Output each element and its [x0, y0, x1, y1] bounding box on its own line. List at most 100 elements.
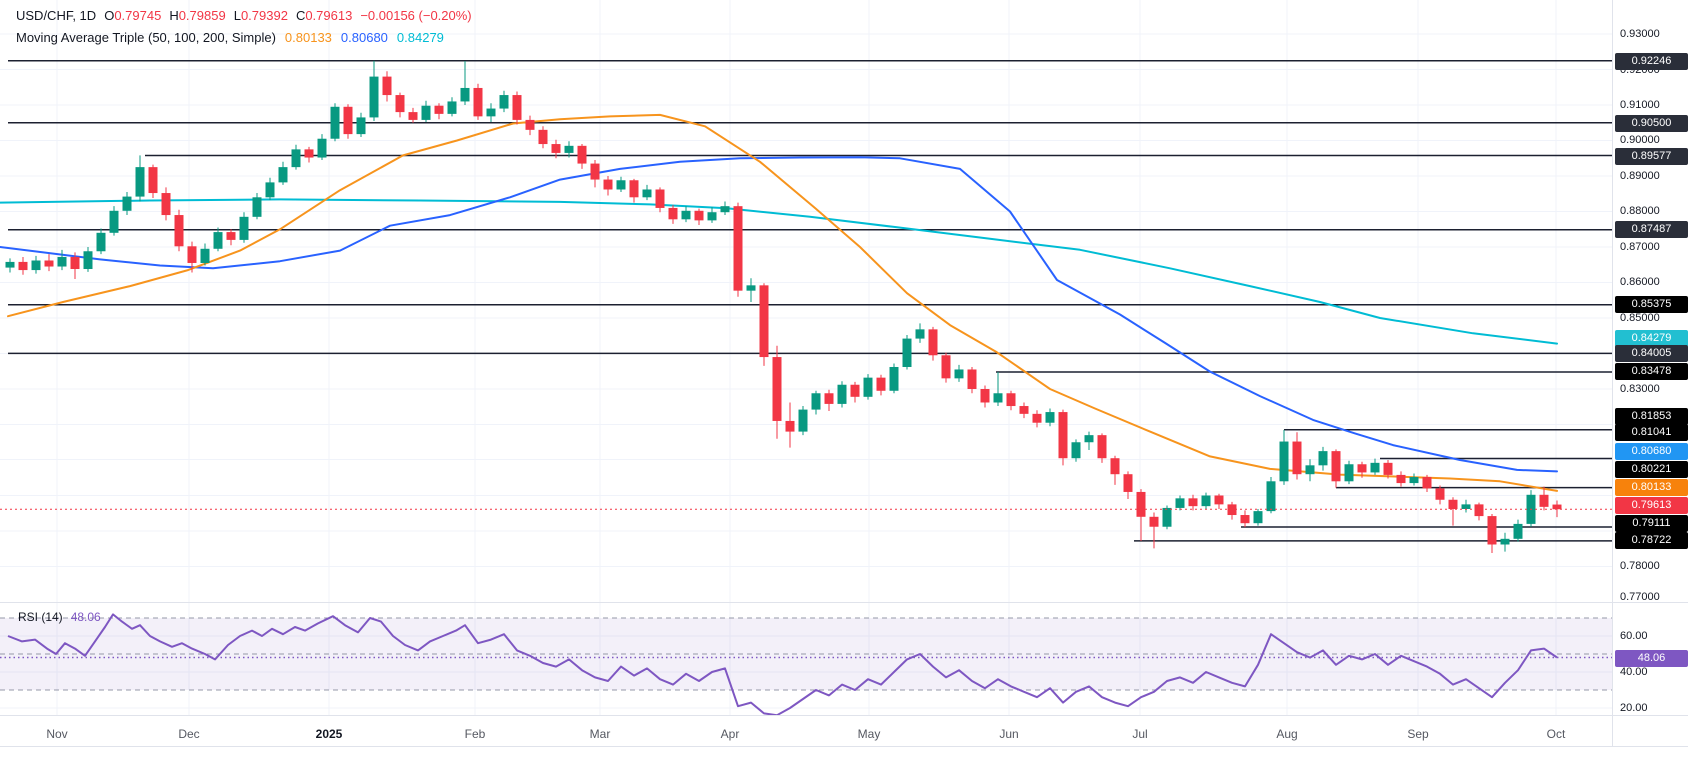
candle-body	[655, 189, 665, 208]
candle-body	[44, 260, 54, 267]
candle-body	[18, 261, 28, 271]
candle-body	[1409, 477, 1419, 484]
candle-body	[1396, 474, 1406, 484]
candle-body	[876, 377, 886, 391]
candle-body	[564, 145, 574, 153]
candle-body	[811, 393, 821, 410]
candle-body	[213, 232, 223, 249]
candle-body	[460, 87, 470, 102]
candle-body	[1539, 494, 1549, 507]
candle-body	[1422, 477, 1432, 489]
candle-body	[174, 215, 184, 247]
candle-body	[31, 260, 41, 271]
candle-body	[954, 369, 964, 379]
candle-body	[980, 389, 990, 403]
candle-body	[252, 197, 262, 217]
candle-body	[1513, 523, 1523, 539]
candle-body	[1175, 498, 1185, 508]
candle-body	[187, 246, 197, 263]
candle-body	[421, 105, 431, 120]
candle-body	[1149, 516, 1159, 527]
candle-body	[1357, 464, 1367, 473]
candle-body	[1136, 491, 1146, 517]
candle-body	[1552, 504, 1562, 510]
candle-body	[161, 193, 171, 216]
candle-body	[850, 384, 860, 397]
candle-body	[642, 189, 652, 198]
candle-body	[499, 95, 509, 109]
candle-body	[668, 207, 678, 220]
symbol-legend-row[interactable]: USD/CHF, 1D O0.79745 H0.79859 L0.79392 C0.79…	[16, 6, 472, 28]
candle-body	[1201, 495, 1211, 507]
candle-body	[707, 212, 717, 221]
candle-body	[1253, 511, 1263, 524]
candle-body	[694, 210, 704, 221]
time-axis[interactable]	[0, 715, 1688, 746]
candle-body	[1266, 481, 1276, 512]
chart-legend: USD/CHF, 1D O0.79745 H0.79859 L0.79392 C0.79…	[16, 6, 472, 50]
main-chart-panel[interactable]	[0, 0, 1612, 602]
candle-body	[239, 216, 249, 240]
ohlc-open-value: 0.79745	[114, 8, 162, 23]
candle-body	[824, 393, 834, 404]
indicator-legend-row[interactable]: Moving Average Triple (50, 100, 200, Sim…	[16, 28, 472, 50]
candle-body	[1279, 441, 1289, 482]
candle-body	[1188, 498, 1198, 507]
candle-body	[226, 232, 236, 240]
candle-body	[902, 338, 912, 367]
ohlc-low-label: L	[233, 8, 241, 23]
candle-body	[603, 179, 613, 190]
candle-body	[1162, 507, 1172, 527]
candle-body	[772, 357, 782, 421]
candle-body	[408, 112, 418, 120]
candle-body	[525, 119, 535, 130]
ma50-value: 0.80133	[284, 30, 332, 45]
indicator-name: Moving Average Triple (50, 100, 200, Sim…	[16, 30, 276, 45]
candle-body	[1240, 515, 1250, 524]
candle-body	[616, 180, 626, 190]
candle-body	[1487, 516, 1497, 545]
candle-body	[629, 180, 639, 198]
rsi-name: RSI (14)	[18, 610, 63, 624]
price-axis[interactable]	[1612, 0, 1688, 746]
candle-body	[681, 210, 691, 220]
candle-body	[551, 144, 561, 153]
candle-body	[1383, 462, 1393, 475]
candle-body	[1500, 538, 1510, 545]
symbol-title: USD/CHF, 1D	[16, 8, 97, 23]
ma200-value: 0.84279	[396, 30, 444, 45]
candle-body	[291, 149, 301, 168]
candle-body	[1032, 413, 1042, 423]
candle-body	[1097, 435, 1107, 459]
candle-body	[1331, 451, 1341, 482]
candle-body	[746, 285, 756, 291]
candle-body	[304, 149, 314, 158]
ma-50-line	[7, 113, 1558, 492]
rsi-line	[7, 613, 1558, 715]
candle-body	[798, 409, 808, 432]
ohlc-close-value: 0.79613	[305, 8, 353, 23]
candle-body	[96, 232, 106, 252]
candle-body	[512, 95, 522, 120]
candle-body	[1110, 458, 1120, 475]
candle-body	[889, 366, 899, 391]
candle-body	[486, 108, 496, 117]
candle-body	[1071, 442, 1081, 459]
candle-body	[785, 420, 795, 432]
candle-body	[135, 167, 145, 197]
candle-body	[928, 329, 938, 356]
candle-body	[70, 256, 80, 270]
candle-body	[343, 106, 353, 135]
candle-body	[278, 167, 288, 183]
candle-body	[395, 95, 405, 113]
rsi-panel[interactable]	[0, 603, 1612, 715]
candle-body	[1058, 412, 1068, 459]
candle-body	[109, 210, 119, 233]
rsi-legend-row[interactable]: RSI (14) 48.06	[18, 610, 101, 624]
candle-body	[577, 145, 587, 164]
candle-body	[733, 206, 743, 291]
candle-body	[356, 117, 366, 135]
ohlc-high-value: 0.79859	[178, 8, 226, 23]
ma-200-line	[0, 198, 1558, 345]
